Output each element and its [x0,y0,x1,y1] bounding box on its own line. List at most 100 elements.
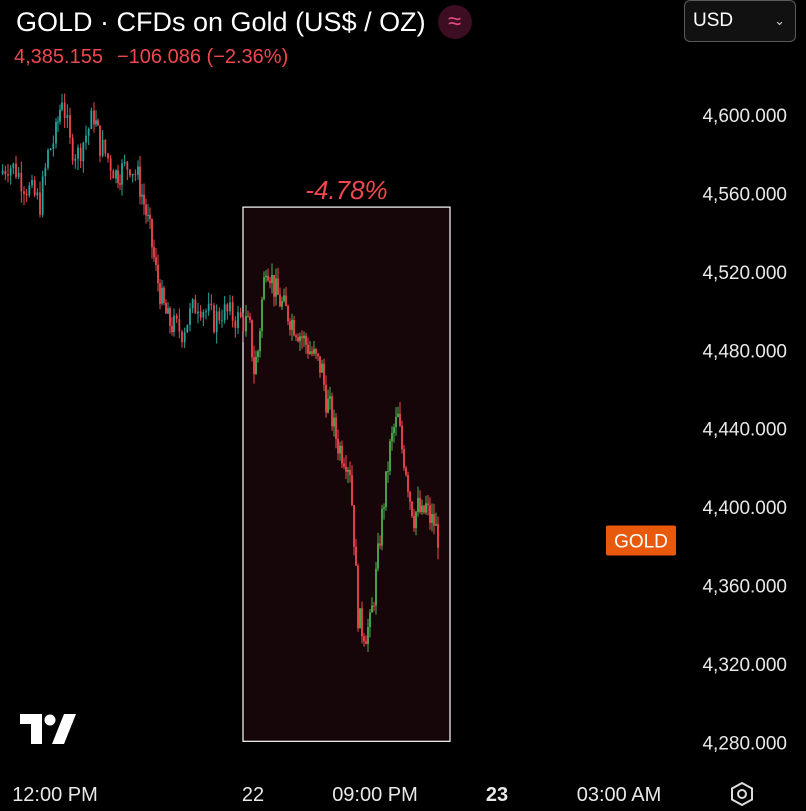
candle-body [257,351,259,357]
candle-body [99,125,101,156]
candle-body [401,425,403,450]
candle-body [271,274,273,284]
candle-body [393,427,395,433]
candle-body [137,166,139,175]
candle-body [143,194,145,205]
candle-body [171,325,173,333]
candle-body [167,308,169,314]
candle-body [349,469,351,476]
candle-body [85,135,87,143]
candle-body [107,153,109,159]
candle-body [237,312,239,328]
candle-body [397,413,399,417]
candle-body [383,507,385,509]
candle-body [385,471,387,508]
candle-body [391,432,393,442]
chevron-down-icon: ⌄ [774,13,785,28]
candle-body [263,277,265,300]
candle-body [429,505,431,523]
candle-body [319,356,321,373]
candle-body [433,513,435,526]
candle-body [299,336,301,342]
candle-body [151,219,153,248]
candle-body [215,311,218,333]
candle-body [411,501,413,517]
candle-body [323,363,325,385]
candle-body [189,308,191,325]
candle-body [329,396,331,399]
candle-body [33,180,36,196]
candle-body [7,174,9,176]
candle-body [375,568,377,606]
candle-body [231,302,234,321]
candle-body [210,303,213,306]
candle-body [159,283,161,304]
y-tick-label: 4,560.000 [702,184,787,205]
candle-body [9,168,12,176]
candle-body [90,110,93,129]
candle-body [69,115,71,138]
currency-select[interactable]: USD ⌄ [684,0,796,42]
candle-body [337,438,339,454]
symbol-header: GOLD · CFDs on Gold (US$ / OZ) ≈ [16,4,472,40]
candle-body [52,143,55,149]
candle-body [247,315,249,317]
candle-body [363,636,365,642]
candle-body [251,320,253,358]
candle-body [205,311,207,313]
candle-body [311,351,313,354]
candle-body [239,312,242,318]
candle-body [265,275,267,278]
y-tick-label: 4,480.000 [702,341,787,362]
candle-body [377,543,379,569]
price-change-pct: (−2.36%) [206,46,289,68]
candle-body [339,445,341,454]
currency-value: USD [693,10,734,31]
candle-body [25,193,28,196]
candle-body [112,170,115,179]
candle-body [202,312,205,318]
candle-body [139,166,141,197]
candle-body [165,302,167,314]
candle-body [126,161,129,170]
price-badge [606,525,676,556]
chart-settings-icon[interactable] [728,780,756,808]
candle-body [297,337,299,342]
candle-body [17,172,20,178]
candle-body [61,102,63,110]
candle-body [149,214,151,220]
candle-body [161,287,163,304]
candle-body [121,163,123,185]
candle-body [267,275,269,281]
candle-body [242,317,245,332]
candle-body [351,475,353,506]
candle-body [407,475,409,492]
candle-body [357,565,359,629]
y-tick-label: 4,320.000 [702,655,787,676]
y-tick-label: 4,600.000 [702,106,787,127]
candle-body [259,331,261,352]
x-tick-label: 09:00 PM [332,784,418,806]
candle-body [369,612,371,628]
candle-body [347,469,349,472]
wave-icon[interactable]: ≈ [437,5,472,39]
candle-body [367,627,369,644]
x-tick-label: 22 [242,784,264,806]
candle-body [71,137,74,161]
candle-body [287,306,289,322]
candle-body [119,183,121,185]
candle-body [273,274,275,297]
candle-body [79,147,82,162]
candle-body [277,278,279,295]
price-change: −106.086 (−2.36%) [117,46,288,69]
candle-body [345,466,347,472]
candle-body [59,109,61,122]
candle-body [359,608,361,629]
candle-body [425,503,427,513]
candle-body [181,331,183,343]
y-tick-label: 4,520.000 [702,263,787,284]
candle-body [249,316,251,321]
candle-body [213,305,215,333]
candle-body [145,204,147,216]
